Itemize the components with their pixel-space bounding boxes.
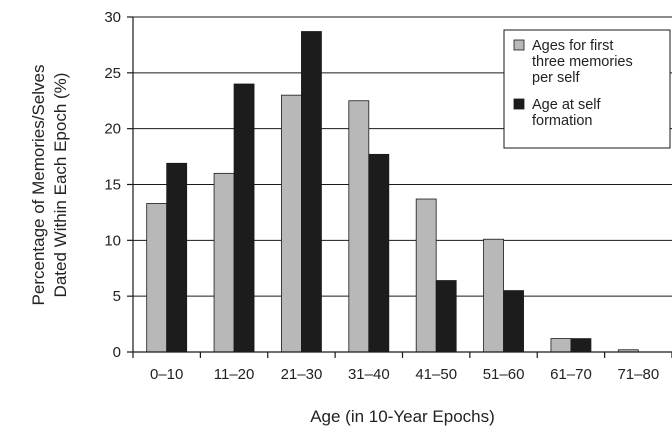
bar-series-1	[348, 100, 370, 353]
y-tick-label: 10	[104, 232, 121, 249]
x-tick-label: 11–20	[214, 366, 255, 383]
y-axis-title-line-1: Percentage of Memories/Selves	[29, 65, 48, 306]
y-tick-label: 30	[104, 9, 121, 26]
bar-series-2	[233, 83, 255, 353]
x-tick-label: 31–40	[348, 366, 390, 383]
legend-label-2: formation	[532, 113, 592, 129]
bars	[146, 31, 639, 353]
legend-label-1: per self	[532, 70, 581, 86]
y-tick-label: 20	[104, 121, 121, 138]
x-axis-title: Age (in 10-Year Epochs)	[310, 407, 495, 426]
tick-labels: 0 5 10 15 20 25 30 0–10 11–20 21–30 31–40 41–50 51–6…	[104, 9, 659, 383]
bar-series-2	[166, 162, 188, 353]
legend-label-2: Age at self	[532, 97, 601, 113]
legend-box	[503, 29, 671, 149]
legend-swatch-2	[513, 98, 525, 110]
bar-series-1	[483, 238, 504, 353]
x-tick-label: 0–10	[150, 366, 183, 383]
y-axis-title-line-2: Dated Within Each Epoch (%)	[51, 73, 70, 298]
legend-label-1: three memories	[532, 54, 633, 70]
y-tick-label: 5	[113, 288, 121, 305]
y-tick-label: 25	[104, 65, 121, 82]
bar-series-2	[301, 31, 322, 353]
x-tick-label: 51–60	[483, 366, 525, 383]
bar-series-1	[550, 338, 572, 353]
bar-series-1	[213, 172, 235, 353]
legend-swatch-1	[513, 39, 525, 51]
bar-series-2	[570, 338, 592, 353]
x-tick-label: 21–30	[281, 366, 323, 383]
x-tick-label: 71–80	[617, 366, 659, 383]
bar-series-2	[368, 153, 390, 353]
y-tick-label: 15	[104, 177, 121, 194]
axis-titles: Age (in 10-Year Epochs) Percentage of Mem…	[29, 65, 495, 426]
bar-series-2	[503, 290, 524, 353]
bar-series-2	[435, 280, 457, 353]
legend-label-1: Ages for first	[532, 38, 613, 54]
x-tick-label: 41–50	[415, 366, 457, 383]
bar-series-1	[415, 198, 437, 353]
bar-series-1	[281, 94, 302, 353]
bar-series-1	[146, 203, 168, 353]
x-tick-label: 61–70	[550, 366, 592, 383]
y-tick-label: 0	[113, 344, 121, 361]
axes	[127, 16, 672, 358]
